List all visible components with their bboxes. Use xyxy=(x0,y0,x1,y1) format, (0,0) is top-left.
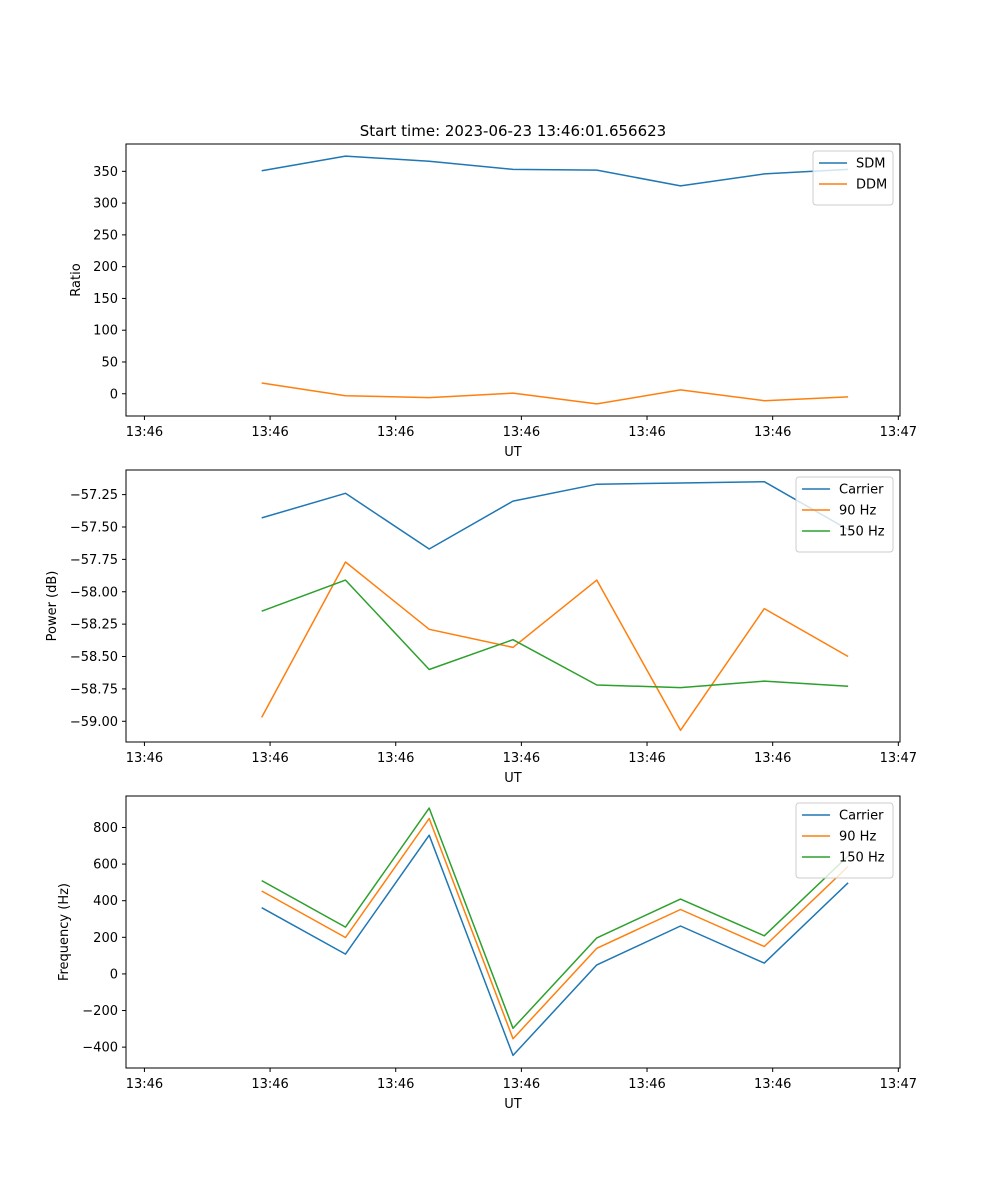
series-line-150-hz xyxy=(261,807,849,1030)
axes-frame xyxy=(125,469,901,743)
y-tick-label: 0 xyxy=(110,967,118,982)
y-tick-label: −58.50 xyxy=(70,650,118,665)
y-tick-label: −58.00 xyxy=(70,585,118,600)
x-tick-label: 13:47 xyxy=(880,425,917,440)
x-tick-label: 13:46 xyxy=(628,1077,665,1092)
y-tick-label: 100 xyxy=(93,324,118,339)
x-tick-label: 13:46 xyxy=(754,425,791,440)
y-tick-label: −58.25 xyxy=(70,618,118,633)
legend-label: 150 Hz xyxy=(839,525,885,540)
y-tick-label: −200 xyxy=(82,1004,118,1019)
x-tick-label: 13:46 xyxy=(377,425,414,440)
legend-label: 90 Hz xyxy=(839,830,876,845)
legend-label: Carrier xyxy=(839,809,884,824)
y-tick-label: −57.50 xyxy=(70,520,118,535)
y-tick-label: −57.25 xyxy=(70,488,118,503)
y-axis-label: Power (dB) xyxy=(45,571,60,642)
y-tick-label: −58.75 xyxy=(70,682,118,697)
x-tick-label: 13:46 xyxy=(754,751,791,766)
figure-title: Start time: 2023-06-23 13:46:01.656623 xyxy=(360,122,666,140)
legend: SDM DDM xyxy=(812,150,894,206)
legend-label: 150 Hz xyxy=(839,851,885,866)
x-tick-label: 13:46 xyxy=(251,425,288,440)
x-tick-label: 13:46 xyxy=(628,751,665,766)
series-line-ddm xyxy=(261,382,849,405)
y-tick-label: 800 xyxy=(93,821,118,836)
y-tick-label: 200 xyxy=(93,260,118,275)
x-axis-label: UT xyxy=(504,445,522,460)
legend-label: SDM xyxy=(856,157,885,172)
legend-box xyxy=(795,802,894,879)
x-tick-label: 13:46 xyxy=(628,425,665,440)
x-axis-label: UT xyxy=(504,1097,522,1112)
y-tick-label: 600 xyxy=(93,858,118,873)
x-tick-label: 13:46 xyxy=(126,425,163,440)
y-tick-label: 400 xyxy=(93,894,118,909)
x-tick-label: 13:46 xyxy=(126,751,163,766)
legend-box xyxy=(795,476,894,553)
y-tick-label: 50 xyxy=(101,355,118,370)
legend: Carrier 90 Hz 150 Hz xyxy=(795,802,894,879)
series-line-90-hz xyxy=(261,817,849,1040)
x-tick-label: 13:47 xyxy=(880,751,917,766)
series-line-90-hz xyxy=(261,561,849,732)
chart-panel-2: 13:46 13:46 13:46 13:46 13:46 13:46 13:47 −59.0… xyxy=(45,469,917,786)
y-tick-label: 150 xyxy=(93,292,118,307)
series-line-sdm xyxy=(261,155,849,187)
axes-frame xyxy=(125,795,901,1069)
x-tick-label: 13:47 xyxy=(880,1077,917,1092)
x-tick-label: 13:46 xyxy=(503,751,540,766)
y-tick-label: −57.75 xyxy=(70,553,118,568)
axes-frame xyxy=(125,143,901,417)
chart-panel-1: 13:46 13:46 13:46 13:46 13:46 13:46 13:47 0 50 10… xyxy=(69,143,917,460)
legend: Carrier 90 Hz 150 Hz xyxy=(795,476,894,553)
y-tick-label: 300 xyxy=(93,197,118,212)
x-tick-label: 13:46 xyxy=(377,1077,414,1092)
series-line-carrier xyxy=(261,480,849,550)
x-tick-label: 13:46 xyxy=(754,1077,791,1092)
chart-panel-3: 13:46 13:46 13:46 13:46 13:46 13:46 13:47 −400 −… xyxy=(57,795,917,1112)
x-tick-label: 13:46 xyxy=(377,751,414,766)
y-axis-label: Frequency (Hz) xyxy=(57,883,72,981)
legend-label: DDM xyxy=(856,178,887,193)
y-tick-label: 350 xyxy=(93,165,118,180)
x-tick-label: 13:46 xyxy=(503,1077,540,1092)
x-tick-label: 13:46 xyxy=(126,1077,163,1092)
y-tick-label: 250 xyxy=(93,228,118,243)
x-tick-label: 13:46 xyxy=(251,1077,288,1092)
y-tick-label: −59.00 xyxy=(70,715,118,730)
y-tick-label: 200 xyxy=(93,931,118,946)
series-line-carrier xyxy=(261,834,849,1057)
legend-box xyxy=(812,150,894,206)
series-line-150-hz xyxy=(261,579,849,689)
x-tick-label: 13:46 xyxy=(503,425,540,440)
legend-label: 90 Hz xyxy=(839,504,876,519)
y-tick-label: 0 xyxy=(110,387,118,402)
y-axis-label: Ratio xyxy=(69,263,84,296)
x-tick-label: 13:46 xyxy=(251,751,288,766)
legend-label: Carrier xyxy=(839,483,884,498)
y-tick-label: −400 xyxy=(82,1041,118,1056)
x-axis-label: UT xyxy=(504,771,522,786)
